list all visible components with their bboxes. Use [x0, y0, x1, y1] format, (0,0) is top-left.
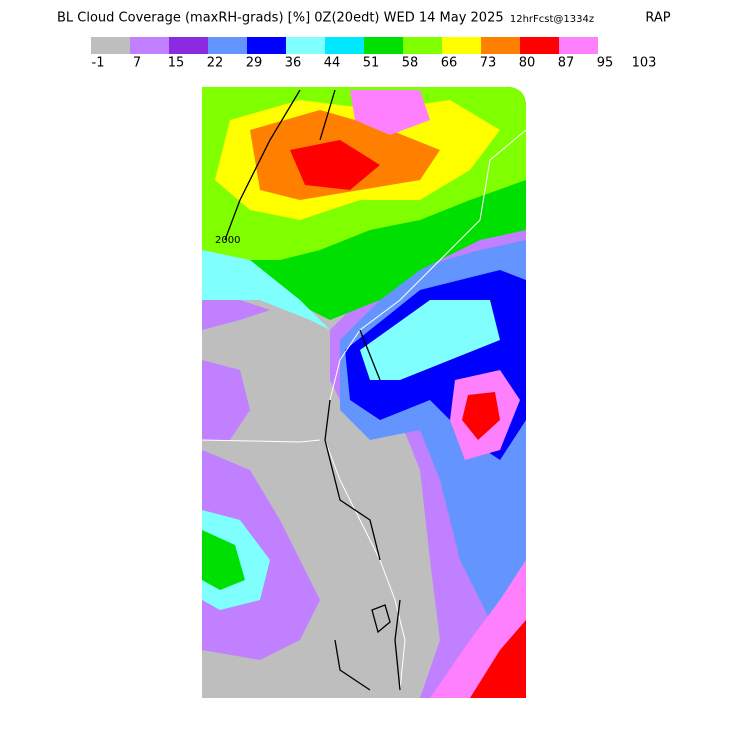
- legend-swatch: [91, 37, 130, 54]
- model-label: RAP: [645, 11, 670, 26]
- cloud-area: [202, 250, 330, 330]
- cloud-area: [202, 530, 245, 590]
- state-border: [202, 439, 321, 443]
- cloud-area: [462, 392, 500, 440]
- legend-label: 15: [168, 56, 185, 71]
- map: 2000: [202, 87, 526, 698]
- cloud-area: [470, 620, 526, 698]
- legend-label: 7: [133, 56, 141, 71]
- legend: -1 7 15 22 29 36 44 51 58 66 73 80 87 95 103: [91, 37, 656, 71]
- cloud-area: [202, 360, 250, 440]
- legend-swatch: [208, 37, 247, 54]
- forecast-label: 12hrFcst@1334z: [510, 14, 594, 25]
- legend-swatch: [559, 37, 598, 54]
- legend-swatch: [325, 37, 364, 54]
- legend-label: 58: [402, 56, 419, 71]
- legend-swatch: [403, 37, 442, 54]
- legend-swatch: [247, 37, 286, 54]
- legend-label: 103: [632, 56, 657, 71]
- legend-swatch: [442, 37, 481, 54]
- legend-swatch: [130, 37, 169, 54]
- legend-swatch: [169, 37, 208, 54]
- legend-label: 22: [207, 56, 224, 71]
- title: BL Cloud Coverage (maxRH-grads) [%] 0Z(2…: [57, 11, 504, 26]
- legend-label: -1: [92, 56, 105, 71]
- legend-label: 80: [519, 56, 536, 71]
- legend-label: 44: [324, 56, 341, 71]
- legend-swatch: [481, 37, 520, 54]
- legend-swatch: [286, 37, 325, 54]
- legend-label: 36: [285, 56, 302, 71]
- lake: [371, 604, 391, 634]
- legend-label: 66: [441, 56, 458, 71]
- legend-label: 73: [480, 56, 497, 71]
- cloud-area: [202, 300, 270, 330]
- legend-label: 51: [363, 56, 380, 71]
- legend-label: 95: [597, 56, 614, 71]
- contour-label: 2000: [215, 235, 240, 246]
- legend-label: 87: [558, 56, 575, 71]
- legend-label: 29: [246, 56, 263, 71]
- cloud-area: [290, 140, 380, 190]
- legend-swatch: [520, 37, 559, 54]
- boundary: [224, 89, 401, 691]
- cloud-area: [350, 90, 430, 135]
- cloud-area: [360, 300, 500, 380]
- legend-swatch: [364, 37, 403, 54]
